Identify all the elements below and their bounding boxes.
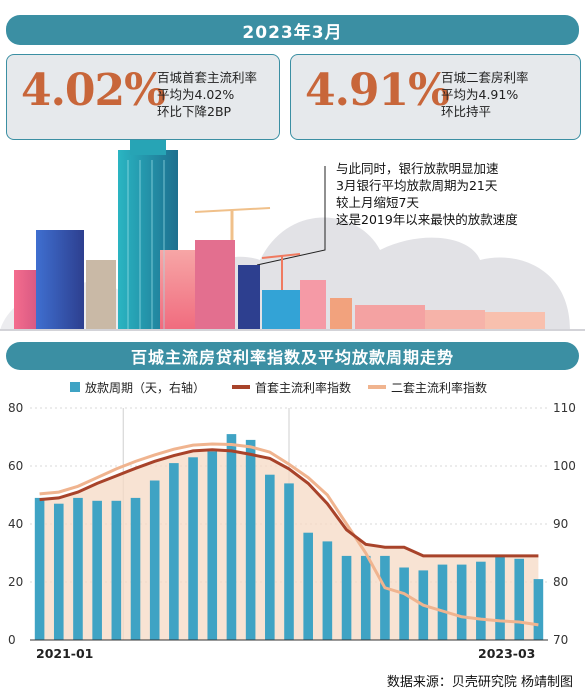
note-line: 3月银行平均放款周期为21天	[336, 178, 498, 193]
bar-2022-04	[322, 541, 333, 640]
desc-line: 环比下降2BP	[157, 104, 232, 119]
y-left-tick-label: 20	[8, 575, 23, 589]
bar-2022-01	[265, 474, 275, 640]
bar-2022-03	[303, 532, 313, 640]
y-left-tick-label: 80	[8, 401, 23, 415]
note-line: 这是2019年以来最快的放款速度	[336, 212, 518, 227]
data-source: 数据来源：贝壳研究院 杨靖制图	[386, 675, 573, 690]
bar-2022-06	[360, 555, 371, 640]
bar-2021-08	[169, 463, 179, 640]
y-left-tick-label: 0	[8, 633, 16, 647]
legend-label: 二套主流利率指数	[391, 380, 487, 395]
desc-line: 环比持平	[441, 104, 492, 119]
first-home-rate-desc: 百城首套主流利率 平均为4.02% 环比下降2BP	[157, 69, 257, 120]
bar-2023-03	[533, 579, 544, 640]
bar-2021-04	[92, 500, 102, 640]
x-tick-label: 2023-03	[478, 646, 535, 661]
bar-2021-05	[111, 500, 122, 640]
note-line: 较上月缩短7天	[336, 195, 419, 210]
x-tick-label: 2021-01	[36, 646, 93, 661]
bar-2022-02	[284, 483, 294, 640]
loan-cycle-bars	[34, 434, 544, 640]
bar-2021-06	[130, 497, 141, 640]
y-right-tick-label: 110	[553, 401, 576, 415]
y-right-tick-label: 90	[553, 517, 568, 531]
bar-2023-02	[514, 558, 525, 640]
bar-2021-03	[73, 497, 83, 640]
bar-2021-11	[226, 434, 237, 640]
desc-line: 平均为4.02%	[157, 87, 235, 102]
rate-and-loan-cycle-chart: 放款周期（天，右轴） 首套主流利率指数 二套主流利率指数 80 60 40 20 0 110 1…	[8, 380, 576, 661]
second-home-rate-value: 4.91%	[305, 65, 450, 116]
first-home-rate-line	[39, 448, 539, 558]
second-home-rate-desc: 百城二套房利率 平均为4.91% 环比持平	[441, 69, 529, 120]
legend-label: 放款周期（天，右轴）	[85, 380, 205, 395]
loan-cycle-note: 与此同时，银行放款明显加速 3月银行平均放款周期为21天 较上月缩短7天 这是2…	[336, 160, 518, 228]
top-banner: 2023年3月	[6, 15, 579, 45]
bar-2022-05	[341, 555, 352, 640]
bar-2023-01	[495, 555, 505, 640]
bar-2021-07	[149, 480, 160, 640]
y-right-tick-label: 80	[553, 575, 568, 589]
bar-2021-10	[207, 451, 218, 640]
bar-2021-02	[53, 503, 64, 640]
note-line: 与此同时，银行放款明显加速	[336, 161, 499, 176]
second-home-rate-box: 4.91% 百城二套房利率 平均为4.91% 环比持平	[290, 54, 581, 140]
bar-2022-10	[437, 564, 448, 640]
y-right-tick-label: 70	[553, 633, 568, 647]
bar-2021-09	[188, 457, 198, 640]
y-right-tick-label: 100	[553, 459, 576, 473]
bar-2022-12	[476, 561, 486, 640]
legend-label: 首套主流利率指数	[255, 380, 351, 395]
bar-2022-11	[456, 564, 467, 640]
chart-legend: 放款周期（天，右轴） 首套主流利率指数 二套主流利率指数	[70, 380, 487, 395]
legend-swatch-bar	[70, 382, 80, 392]
second-home-rate-line	[39, 442, 539, 627]
desc-line: 百城二套房利率	[441, 70, 529, 85]
bar-2022-07	[380, 555, 390, 640]
bar-2021-12	[245, 439, 256, 640]
axes: 80 60 40 20 0 110 100 90 80 70 2021-01 2023-03	[8, 401, 576, 661]
desc-line: 平均为4.91%	[441, 87, 519, 102]
bar-2021-01	[34, 497, 45, 640]
y-left-tick-label: 60	[8, 459, 23, 473]
first-home-rate-box: 4.02% 百城首套主流利率 平均为4.02% 环比下降2BP	[6, 54, 280, 140]
desc-line: 百城首套主流利率	[157, 70, 258, 85]
y-left-tick-label: 40	[8, 517, 23, 531]
bar-2022-08	[399, 567, 409, 640]
chart-title: 百城主流房贷利率指数及平均放款周期走势	[130, 348, 454, 367]
page-title: 2023年3月	[242, 22, 343, 43]
first-home-rate-value: 4.02%	[21, 65, 166, 116]
chart-title-banner: 百城主流房贷利率指数及平均放款周期走势	[6, 342, 579, 370]
city-skyline-illustration	[0, 140, 585, 331]
